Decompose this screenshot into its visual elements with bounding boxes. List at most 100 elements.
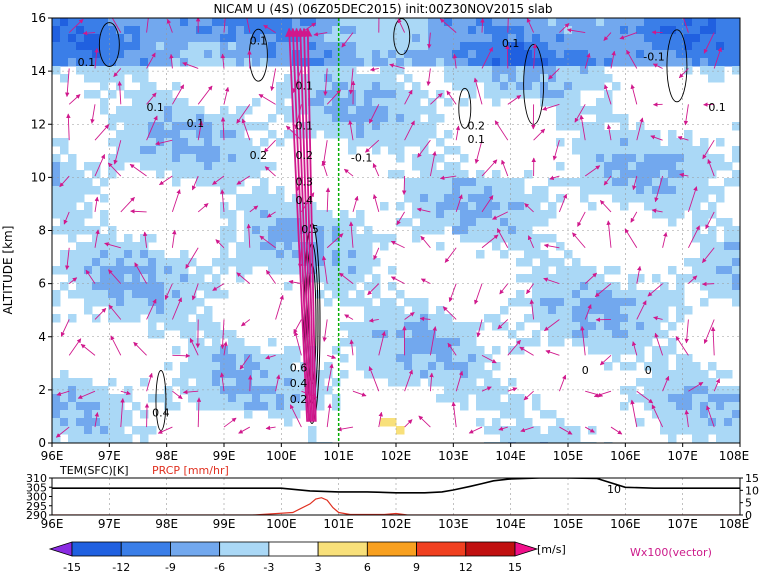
shade-cell <box>212 346 221 355</box>
wind-vector <box>265 354 276 360</box>
shade-cell <box>716 218 725 227</box>
shade-cell <box>652 290 661 299</box>
shade-cell <box>476 354 485 363</box>
shade-cell <box>588 186 597 195</box>
shade-cell <box>316 250 325 259</box>
shade-cell <box>516 26 525 35</box>
shade-cell <box>420 170 429 179</box>
wind-vector <box>110 335 122 356</box>
shade-cell <box>76 58 85 67</box>
shade-cell <box>364 370 373 379</box>
shade-cell <box>156 170 165 179</box>
shade-cell <box>612 266 621 275</box>
shade-cell <box>516 202 525 211</box>
shade-cell <box>700 170 709 179</box>
shade-cell <box>532 50 541 59</box>
shade-cell <box>140 138 149 147</box>
wind-vector <box>532 43 538 69</box>
shade-cell <box>500 434 509 443</box>
shade-cell <box>660 298 669 307</box>
shade-cell <box>172 42 181 51</box>
shade-cell <box>484 34 493 43</box>
shade-cell <box>628 394 637 403</box>
shade-cell <box>388 66 397 75</box>
shade-cell <box>124 298 133 307</box>
shade-cell <box>636 34 645 43</box>
shade-cell <box>284 114 293 123</box>
shade-cell <box>628 170 637 179</box>
shade-cell <box>596 130 605 139</box>
shade-cell <box>580 82 589 91</box>
shade-cell <box>124 394 133 403</box>
shade-cell <box>692 194 701 203</box>
shade-cell <box>604 362 613 371</box>
shade-cell <box>724 34 733 43</box>
shade-cell <box>660 426 669 435</box>
shade-cell <box>260 162 269 171</box>
shade-cell <box>276 34 285 43</box>
shade-cell <box>204 386 213 395</box>
wind-vector <box>120 196 135 213</box>
shade-cell <box>404 322 413 331</box>
shade-cell <box>84 50 93 59</box>
shade-cell <box>252 242 261 251</box>
shade-cell <box>660 42 669 51</box>
shade-cell <box>468 354 477 363</box>
shade-cell <box>676 402 685 411</box>
shade-cell <box>588 122 597 131</box>
shade-cell <box>468 66 477 75</box>
shade-cell <box>76 378 85 387</box>
shade-cell <box>100 434 109 443</box>
shade-cell <box>612 154 621 163</box>
colorbar-tick-label: 6 <box>364 561 371 574</box>
shade-cell <box>108 66 117 75</box>
shade-cell <box>428 218 437 227</box>
wind-vector <box>82 30 96 36</box>
shade-cell <box>452 170 461 179</box>
shade-cell <box>516 194 525 203</box>
shade-cell <box>436 394 445 403</box>
wind-vector <box>378 331 386 356</box>
shade-cell <box>348 218 357 227</box>
shade-cell <box>188 330 197 339</box>
wind-vector <box>675 335 689 356</box>
shade-cell <box>340 114 349 123</box>
wind-vector <box>212 175 225 185</box>
shade-cell <box>156 34 165 43</box>
wind-vector <box>652 63 663 69</box>
wind-vector <box>710 326 716 356</box>
shade-cell <box>524 338 533 347</box>
shade-cell <box>140 282 149 291</box>
shade-cell <box>300 394 309 403</box>
colorbar-segment <box>71 541 122 557</box>
shade-cell <box>412 346 421 355</box>
shade-cell <box>484 18 493 27</box>
shade-cell <box>380 418 389 427</box>
shade-cell <box>444 330 453 339</box>
wind-vector <box>544 319 560 332</box>
shade-cell <box>196 394 205 403</box>
shade-cell <box>668 58 677 67</box>
shade-cell <box>332 242 341 251</box>
shade-cell <box>436 58 445 67</box>
shade-cell <box>596 122 605 131</box>
shade-cell <box>588 138 597 147</box>
shade-cell <box>92 18 101 27</box>
shade-cell <box>532 298 541 307</box>
shade-cell <box>276 218 285 227</box>
shade-cell <box>276 354 285 363</box>
colorbar-segment <box>465 541 516 557</box>
shade-cell <box>596 146 605 155</box>
shade-cell <box>364 346 373 355</box>
shade-cell <box>484 66 493 75</box>
shade-cell <box>540 266 549 275</box>
shade-cell <box>388 322 397 331</box>
shade-cell <box>236 154 245 163</box>
shade-cell <box>116 290 125 299</box>
shade-cell <box>196 178 205 187</box>
shade-cell <box>620 162 629 171</box>
shade-cell <box>228 386 237 395</box>
shade-cell <box>52 266 61 275</box>
shade-cell <box>612 138 621 147</box>
shade-cell <box>548 330 557 339</box>
